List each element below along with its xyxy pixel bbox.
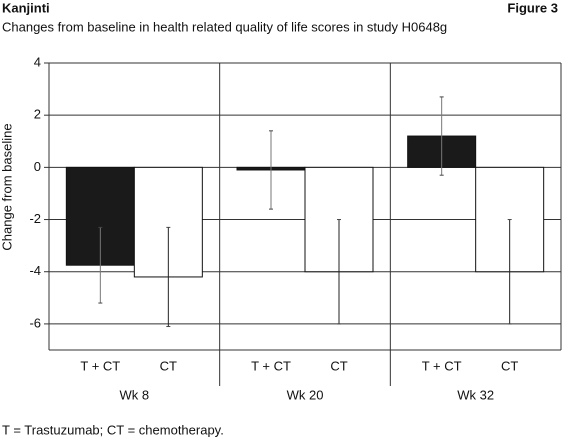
y-tick-label: 2 bbox=[34, 107, 41, 122]
chart-subtitle: Changes from baseline in health related … bbox=[2, 19, 447, 34]
figure-label: Figure 3 bbox=[507, 0, 558, 15]
x-tick-label: T + CT bbox=[80, 358, 120, 373]
group-label: Wk 20 bbox=[287, 387, 324, 402]
group-label: Wk 32 bbox=[457, 387, 494, 402]
y-tick-label: -6 bbox=[29, 315, 41, 330]
y-tick-label: 4 bbox=[34, 54, 41, 69]
x-tick-label: CT bbox=[501, 358, 518, 373]
x-tick-label: CT bbox=[160, 358, 177, 373]
footnote: T = Trastuzumab; CT = chemotherapy. bbox=[2, 422, 224, 437]
y-tick-label: -4 bbox=[29, 263, 41, 278]
chart-title: Kanjinti bbox=[2, 0, 50, 15]
x-tick-label: T + CT bbox=[251, 358, 291, 373]
y-tick-label: -2 bbox=[29, 211, 41, 226]
y-axis-label: Change from baseline bbox=[0, 123, 14, 250]
y-tick-label: 0 bbox=[34, 159, 41, 174]
group-label: Wk 8 bbox=[120, 387, 150, 402]
x-tick-label: T + CT bbox=[422, 358, 462, 373]
x-tick-label: CT bbox=[330, 358, 347, 373]
